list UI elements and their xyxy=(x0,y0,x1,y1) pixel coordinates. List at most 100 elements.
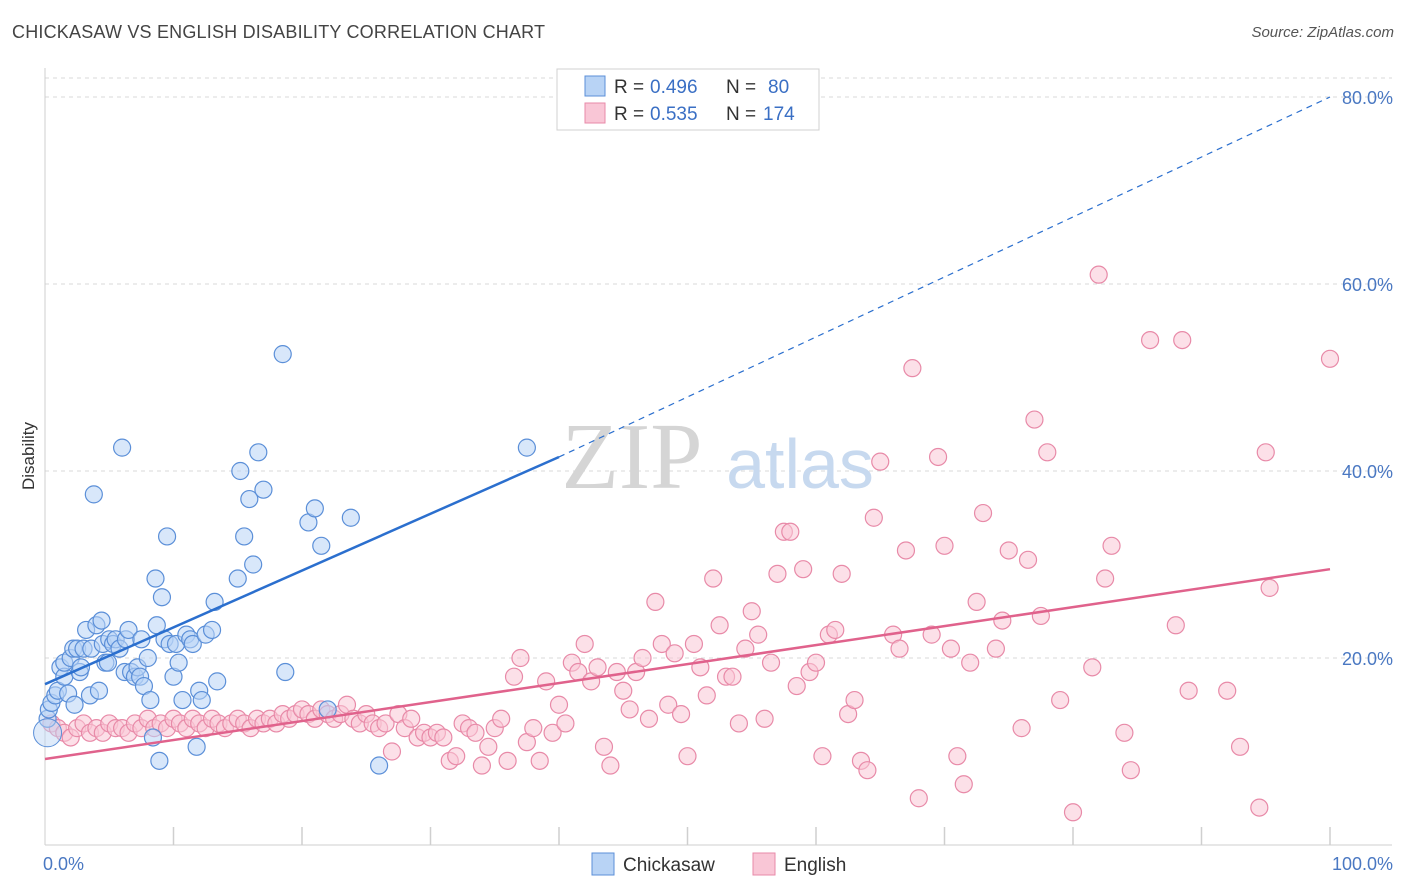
english-point xyxy=(1018,550,1038,569)
chickasaw-point xyxy=(112,438,132,457)
english-point xyxy=(466,723,485,742)
chart-source: Source: ZipAtlas.com xyxy=(1251,24,1394,41)
chickasaw-point xyxy=(173,690,192,710)
english-point xyxy=(736,639,755,658)
chickasaw-point xyxy=(254,480,273,499)
english-point xyxy=(659,695,678,714)
english-point xyxy=(1260,578,1279,597)
english-point xyxy=(787,676,806,696)
english-point xyxy=(684,634,704,654)
english-point xyxy=(1115,723,1134,742)
chickasaw-point xyxy=(370,756,389,775)
chickasaw-trend-extension xyxy=(558,96,1331,458)
english-point xyxy=(530,751,549,770)
english-point xyxy=(749,625,768,644)
english-point xyxy=(781,522,800,541)
english-point xyxy=(614,681,633,700)
english-point xyxy=(826,620,845,640)
chickasaw-point xyxy=(84,485,103,504)
english-point xyxy=(1320,349,1340,368)
legend-r-label-chickasaw: R = xyxy=(614,77,644,98)
english-point xyxy=(710,616,729,635)
chickasaw-point xyxy=(208,672,227,691)
bottom-legend-label-english: English xyxy=(784,855,846,876)
chickasaw-point xyxy=(141,690,160,710)
y-axis-label: Disability xyxy=(19,421,38,490)
y-tick-label: 60.0% xyxy=(1342,275,1393,295)
chickasaw-point xyxy=(146,569,165,588)
legend-r-value-chickasaw: 0.496 xyxy=(650,77,698,98)
english-point xyxy=(871,452,890,471)
english-point xyxy=(498,751,517,770)
english-point xyxy=(1102,536,1121,555)
english-point xyxy=(1089,265,1108,284)
english-point xyxy=(556,714,575,733)
chickasaw-point xyxy=(312,536,331,555)
english-point xyxy=(941,639,961,658)
english-point xyxy=(896,541,916,560)
watermark-atlas: atlas xyxy=(726,425,874,503)
english-point xyxy=(813,747,832,766)
english-point xyxy=(935,536,954,555)
english-point xyxy=(1051,690,1070,710)
english-point xyxy=(1250,798,1269,817)
legend-n-label-english: N = xyxy=(726,104,756,125)
x-tick-label-min: 0.0% xyxy=(43,854,84,874)
chickasaw-point xyxy=(65,695,84,714)
chickasaw-point xyxy=(240,489,259,509)
chickasaw-trend-line xyxy=(44,455,560,686)
english-point xyxy=(704,569,723,588)
english-point xyxy=(1025,410,1044,429)
chickasaw-point xyxy=(249,443,268,462)
english-point xyxy=(543,723,562,742)
chickasaw-point xyxy=(157,527,177,546)
english-point xyxy=(697,686,716,705)
y-tick-label: 40.0% xyxy=(1342,462,1393,482)
english-point xyxy=(999,541,1018,560)
english-point xyxy=(620,700,639,719)
y-tick-label: 80.0% xyxy=(1342,88,1393,108)
bottom-legend: Chickasaw English xyxy=(591,852,846,876)
english-point xyxy=(549,695,569,714)
english-point xyxy=(588,658,607,677)
english-point xyxy=(794,560,813,579)
english-point xyxy=(1012,719,1031,738)
bottom-legend-swatch-chickasaw xyxy=(591,852,615,876)
english-point xyxy=(858,761,877,780)
english-point xyxy=(967,592,986,612)
english-point xyxy=(646,592,665,612)
chickasaw-point xyxy=(305,499,324,518)
english-point xyxy=(492,709,511,728)
chickasaw-point xyxy=(192,690,211,710)
chickasaw-point xyxy=(169,653,188,672)
english-point xyxy=(1140,331,1160,350)
english-point xyxy=(479,737,498,756)
chickasaw-point xyxy=(119,620,138,640)
english-points xyxy=(42,265,1340,822)
english-point xyxy=(594,737,614,756)
chickasaw-point xyxy=(150,751,169,770)
english-trend-line xyxy=(44,567,1331,761)
legend-swatch-chickasaw xyxy=(584,75,606,97)
chickasaw-point xyxy=(517,438,536,457)
trend-lines xyxy=(44,96,1331,761)
chickasaw-point xyxy=(187,737,206,756)
watermark-zip: ZIP xyxy=(562,405,703,509)
english-point xyxy=(928,447,948,467)
english-point xyxy=(376,714,395,733)
english-point xyxy=(652,634,671,654)
english-point xyxy=(768,564,787,583)
english-point xyxy=(903,359,922,378)
english-point xyxy=(575,634,594,654)
english-point xyxy=(524,719,543,738)
english-point xyxy=(678,747,697,766)
chickasaw-point xyxy=(92,611,111,630)
chickasaw-point xyxy=(33,718,63,748)
english-point xyxy=(742,602,761,621)
english-point xyxy=(1121,761,1140,780)
english-point xyxy=(954,775,973,794)
legend-r-value-english: 0.535 xyxy=(650,104,698,125)
english-point xyxy=(601,756,620,775)
english-point xyxy=(1063,803,1083,822)
english-point xyxy=(382,742,402,761)
